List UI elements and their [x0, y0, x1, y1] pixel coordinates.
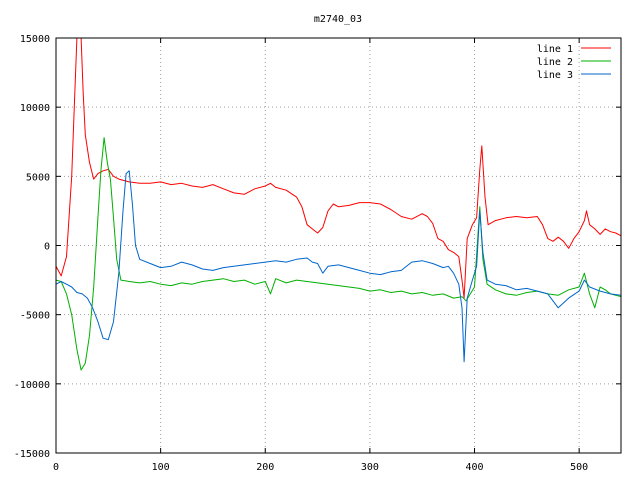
plot-frame	[55, 37, 622, 454]
legend-label-2: line 2	[537, 57, 573, 68]
x-tick-label: 100	[152, 462, 170, 473]
grid-layer	[56, 38, 621, 453]
series-layer	[56, 38, 621, 371]
x-tick-label: 500	[570, 462, 588, 473]
x-tick-label: 300	[361, 462, 379, 473]
x-tick-label: 400	[465, 462, 483, 473]
x-tick-label: 0	[53, 462, 59, 473]
legend-label-1: line 1	[537, 44, 573, 55]
series-line-3	[56, 170, 621, 363]
chart-title: m2740_03	[314, 14, 362, 25]
y-tick-label: 10000	[20, 103, 50, 114]
legend: line 1 line 2 line 3	[537, 44, 611, 81]
tick-layer: -15000 -10000 -5000 0 5000 10000 15000 0 100 200 3…	[14, 34, 621, 473]
y-tick-label: -5000	[20, 311, 50, 322]
y-tick-label: 0	[44, 242, 50, 253]
x-tick-label: 200	[256, 462, 274, 473]
series-line-2	[56, 137, 621, 371]
legend-label-3: line 3	[537, 70, 573, 81]
y-tick-label: -10000	[14, 380, 50, 391]
y-tick-label: 5000	[26, 172, 50, 183]
y-tick-label: 15000	[20, 34, 50, 45]
series-line-1	[56, 38, 621, 299]
y-tick-label: -15000	[14, 449, 50, 460]
